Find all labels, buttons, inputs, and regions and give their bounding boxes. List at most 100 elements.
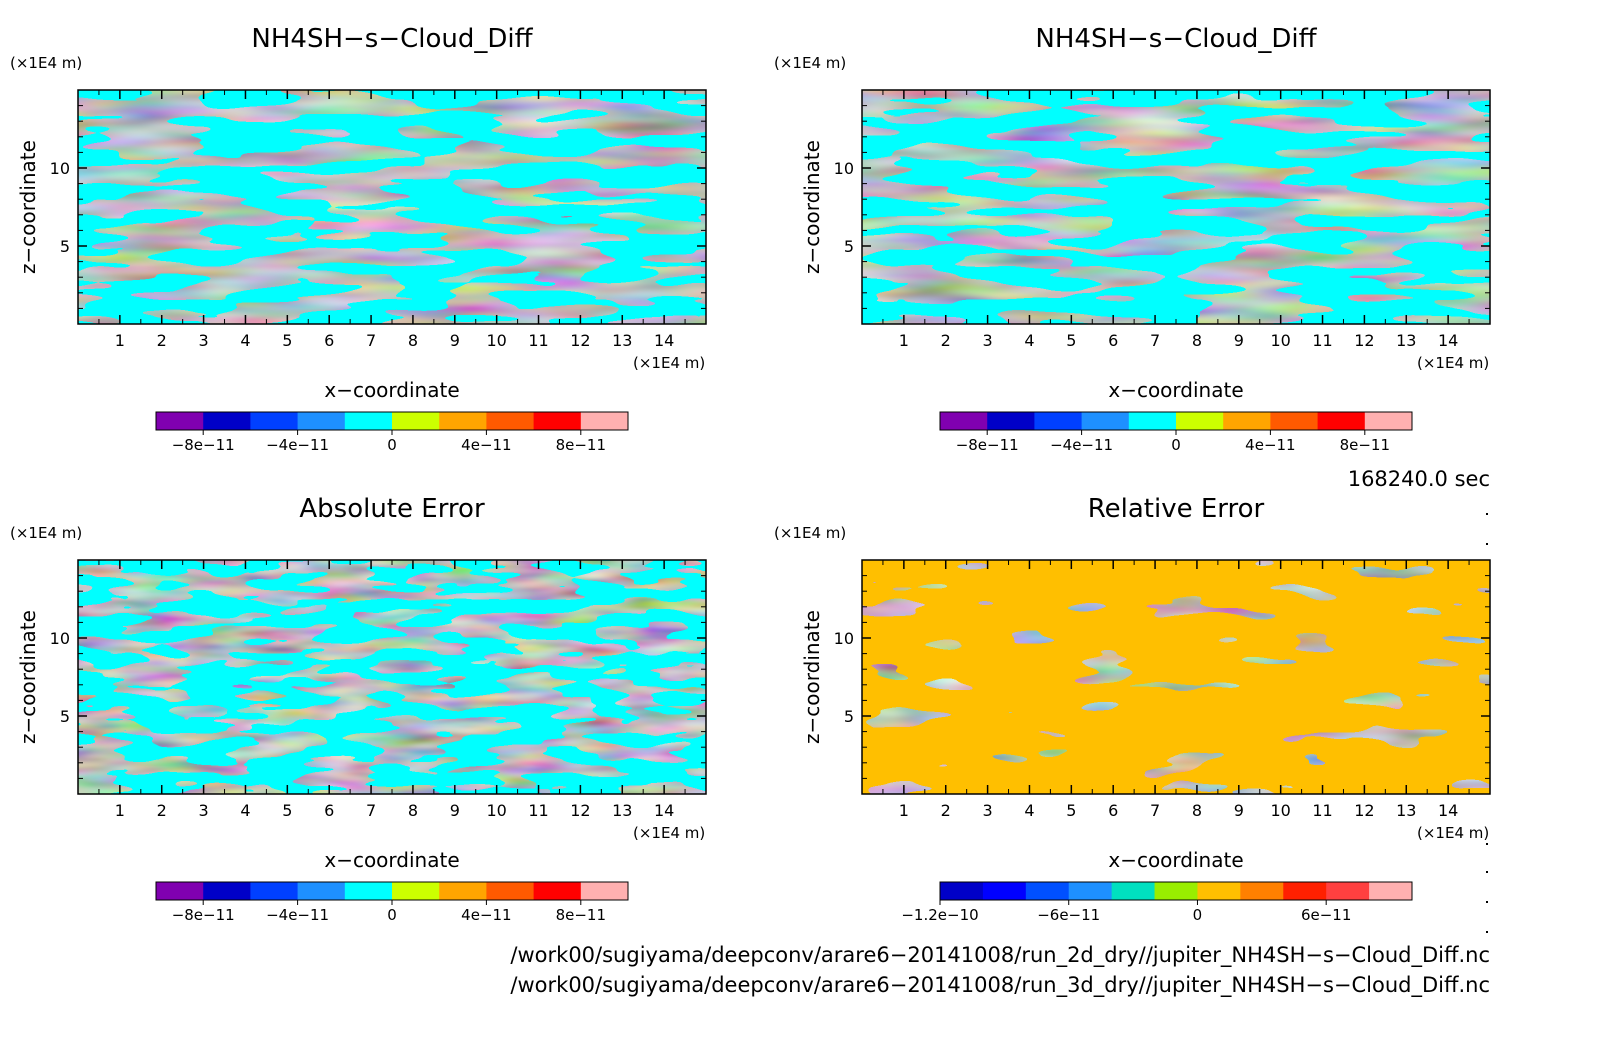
y-unit-label: (×1E4 m) <box>774 54 846 72</box>
x-tick-label: 1 <box>115 331 125 350</box>
colorbar-segment <box>1034 412 1083 430</box>
y-axis-label: z−coordinate <box>800 610 824 744</box>
colorbar-segment <box>940 412 988 430</box>
colorbar-label: 0 <box>1171 436 1181 454</box>
colorbar-segment <box>1223 412 1271 430</box>
colorbar-segment <box>1364 412 1413 430</box>
y-tick-label: 10 <box>834 159 854 178</box>
x-tick-label: 10 <box>1270 801 1290 820</box>
y-axis-label: z−coordinate <box>800 140 824 274</box>
panel-title: NH4SH−s−Cloud_Diff <box>251 24 533 54</box>
colorbar-segment <box>1240 882 1284 900</box>
y-tick-label: 5 <box>60 237 70 256</box>
x-tick-label: 11 <box>528 331 548 350</box>
x-tick-label: 14 <box>1438 801 1458 820</box>
x-tick-label: 13 <box>1396 801 1416 820</box>
colorbar: −8e−11 −4e−11 0 4e−11 8e−11 <box>939 411 1413 454</box>
heatmap-pattern-level <box>862 90 1490 324</box>
colorbar-segment <box>987 412 1035 430</box>
colorbar-label: −4e−11 <box>1050 436 1113 454</box>
y-unit-label: (×1E4 m) <box>774 524 846 542</box>
colorbar-label: 6e−11 <box>1301 906 1351 924</box>
x-tick-label: 2 <box>941 331 951 350</box>
x-tick-label: 6 <box>324 801 334 820</box>
x-tick-label: 6 <box>1108 801 1118 820</box>
colorbar: −8e−11 −4e−11 0 4e−11 8e−11 <box>155 881 629 924</box>
colorbar-label: 8e−11 <box>556 436 606 454</box>
time-label: 168240.0 sec <box>1348 467 1490 491</box>
colorbar-label: −1.2e−10 <box>901 906 978 924</box>
x-tick-label: 9 <box>1234 331 1244 350</box>
x-tick-label: 5 <box>282 801 292 820</box>
colorbar-segment <box>1283 882 1327 900</box>
colorbar-segment <box>940 882 984 900</box>
x-tick-label: 7 <box>1150 331 1160 350</box>
colorbar-segment <box>1369 882 1413 900</box>
x-tick-label: 6 <box>1108 331 1118 350</box>
x-tick-label: 1 <box>115 801 125 820</box>
y-tick-label: 5 <box>844 707 854 726</box>
x-tick-label: 11 <box>1312 331 1332 350</box>
colorbar-label: 8e−11 <box>556 906 606 924</box>
colorbar-segment <box>533 412 582 430</box>
colorbar-label: 0 <box>387 906 397 924</box>
colorbar-segment <box>439 412 487 430</box>
colorbar-label: −4e−11 <box>266 906 329 924</box>
colorbar-label: −8e−11 <box>956 436 1019 454</box>
x-tick-label: 14 <box>654 801 674 820</box>
y-tick-label: 5 <box>60 707 70 726</box>
x-tick-label: 4 <box>240 331 250 350</box>
colorbar-segment <box>203 882 251 900</box>
marker-dots <box>1486 513 1488 933</box>
x-axis-label: x−coordinate <box>324 848 459 872</box>
panel-top-left: NH4SH−s−Cloud_Diff (×1E4 m) 1 2 3 4 5 6 7 8 9 10 1… <box>10 24 707 454</box>
x-axis-label: x−coordinate <box>324 378 459 402</box>
colorbar-label: −4e−11 <box>266 436 329 454</box>
heatmap-pattern-level <box>862 560 1490 794</box>
colorbar-segment <box>486 882 535 900</box>
x-tick-label: 5 <box>282 331 292 350</box>
x-tick-label: 3 <box>199 331 209 350</box>
colorbar-segment <box>392 412 440 430</box>
x-tick-label: 8 <box>1192 801 1202 820</box>
x-tick-label: 12 <box>1354 801 1374 820</box>
x-tick-label: 2 <box>157 331 167 350</box>
colorbar-label: −6e−11 <box>1037 906 1100 924</box>
colorbar-segment <box>1081 412 1130 430</box>
colorbar-segment <box>439 882 487 900</box>
colorbar-segment <box>203 412 251 430</box>
x-tick-label: 4 <box>1024 331 1034 350</box>
colorbar-segment <box>1025 882 1070 900</box>
colorbar-segment <box>156 882 204 900</box>
colorbar-segment <box>250 412 299 430</box>
panel-bottom-right: Relative Error (×1E4 m) 1 2 3 4 5 6 7 8 9 10 11 12 1… <box>774 494 1491 924</box>
x-tick-label: 12 <box>570 331 590 350</box>
x-tick-label: 9 <box>450 331 460 350</box>
colorbar: −1.2e−10 −6e−11 0 6e−11 <box>901 881 1413 924</box>
x-tick-label: 7 <box>366 801 376 820</box>
colorbar-segment <box>392 882 440 900</box>
x-tick-label: 4 <box>240 801 250 820</box>
colorbar-segment <box>1154 882 1198 900</box>
x-tick-label: 10 <box>1270 331 1290 350</box>
x-tick-label: 14 <box>654 331 674 350</box>
colorbar-segment <box>156 412 204 430</box>
x-tick-label: 13 <box>1396 331 1416 350</box>
y-unit-label: (×1E4 m) <box>10 54 82 72</box>
x-tick-label: 2 <box>157 801 167 820</box>
x-tick-label: 11 <box>528 801 548 820</box>
colorbar-segment <box>1068 882 1113 900</box>
colorbar-label: −8e−11 <box>172 436 235 454</box>
x-tick-label: 12 <box>1354 331 1374 350</box>
y-tick-label: 5 <box>844 237 854 256</box>
colorbar-segment <box>1128 412 1177 430</box>
x-tick-label: 5 <box>1066 331 1076 350</box>
colorbar-segment <box>1317 412 1366 430</box>
x-tick-label: 10 <box>486 331 506 350</box>
panel-title: Relative Error <box>1088 494 1265 524</box>
heatmap-plot <box>78 90 706 324</box>
x-tick-label: 6 <box>324 331 334 350</box>
x-tick-label: 11 <box>1312 801 1332 820</box>
